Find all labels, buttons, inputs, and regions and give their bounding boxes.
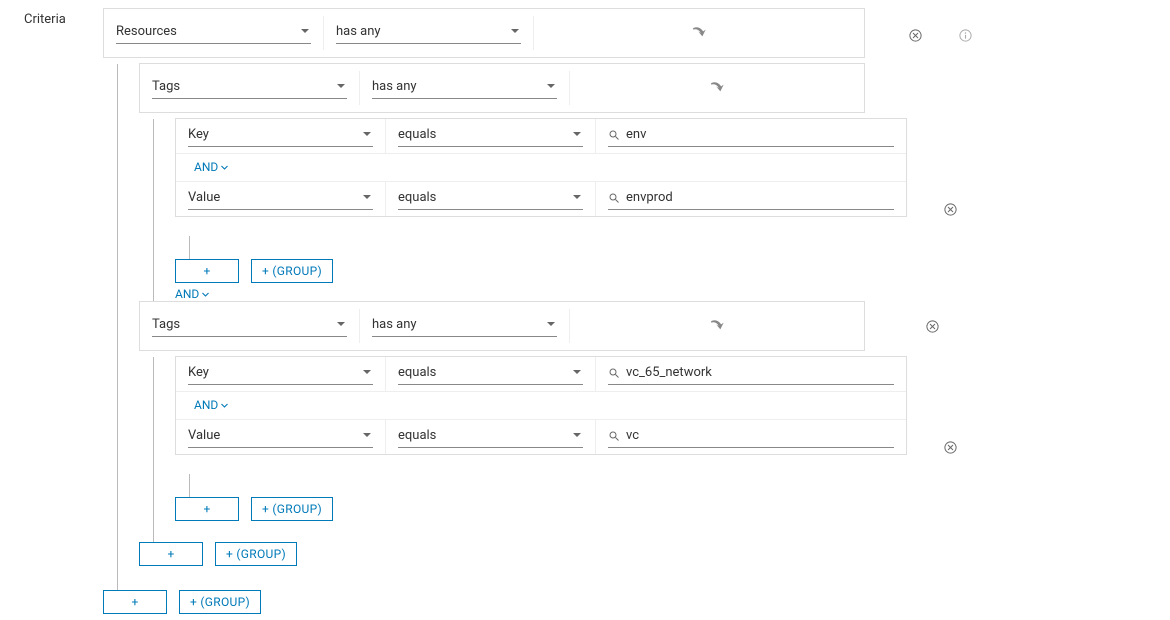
tags-op-select-2[interactable]: has any (372, 317, 557, 337)
chevron-down-icon (220, 401, 229, 410)
add-group-button-level1[interactable]: + (GROUP) (215, 542, 297, 566)
resources-op-select[interactable]: has any (336, 24, 521, 44)
g2-key-select[interactable]: Key (188, 365, 373, 385)
g1-value-op[interactable]: equals (398, 190, 583, 210)
tags-select-1[interactable]: Tags (152, 79, 347, 99)
add-rule-button-level1[interactable]: + (139, 542, 203, 566)
criteria-label: Criteria (24, 8, 79, 27)
g1-key-value-text: env (626, 127, 646, 142)
and-label: AND (194, 398, 218, 412)
g1-key-value[interactable]: env (608, 127, 894, 147)
delete-icon[interactable] (943, 440, 958, 455)
curve-arrow-icon (707, 316, 727, 336)
curve-arrow-icon (689, 23, 709, 43)
and-g1-inner[interactable]: AND (194, 160, 229, 174)
chevron-down-icon (220, 163, 229, 172)
add-group-button-root[interactable]: + (GROUP) (179, 590, 261, 614)
add-rule-button-root[interactable]: + (103, 590, 167, 614)
resources-select[interactable]: Resources (116, 24, 311, 44)
add-group-button-g1-inner[interactable]: + (GROUP) (251, 259, 333, 283)
search-icon (608, 367, 620, 379)
g2-value-value[interactable]: vc (608, 428, 894, 448)
group-1: Key equals env AND (175, 118, 907, 217)
add-group-button-g2-inner[interactable]: + (GROUP) (251, 497, 333, 521)
add-rule-button-g2-inner[interactable]: + (175, 497, 239, 521)
add-rule-button-g1-inner[interactable]: + (175, 259, 239, 283)
g2-value-op[interactable]: equals (398, 428, 583, 448)
delete-icon[interactable] (908, 28, 923, 43)
tree-line (153, 119, 154, 301)
tree-line (153, 357, 154, 542)
g2-key-op[interactable]: equals (398, 365, 583, 385)
row-resources: Resources has any (103, 8, 865, 58)
and-between-tags[interactable]: AND (175, 287, 210, 301)
g1-value-value-text: envprod (626, 190, 673, 205)
g2-value-value-text: vc (626, 428, 639, 443)
tags-op-select-1[interactable]: has any (372, 79, 557, 99)
group-2: Key equals vc_65_network AND (175, 356, 907, 455)
row-tags-2: Tags has any (139, 301, 865, 351)
delete-icon[interactable] (925, 319, 940, 334)
tree-line (189, 474, 190, 497)
g1-value-select[interactable]: Value (188, 190, 373, 210)
g1-value-value[interactable]: envprod (608, 190, 894, 210)
search-icon (608, 430, 620, 442)
info-icon[interactable] (958, 28, 973, 43)
and-g2-inner[interactable]: AND (194, 398, 229, 412)
delete-icon[interactable] (943, 202, 958, 217)
g2-value-select[interactable]: Value (188, 428, 373, 448)
g1-key-select[interactable]: Key (188, 127, 373, 147)
chevron-down-icon (201, 290, 210, 299)
tree-line (117, 64, 118, 590)
criteria-builder: Resources has any Tags has any (103, 8, 903, 27)
search-icon (608, 129, 620, 141)
row-tags-1: Tags has any (139, 63, 865, 113)
search-icon (608, 192, 620, 204)
g2-key-value-text: vc_65_network (626, 365, 712, 380)
tags-select-2[interactable]: Tags (152, 317, 347, 337)
and-label: AND (175, 287, 199, 301)
tree-line (189, 236, 190, 259)
g2-key-value[interactable]: vc_65_network (608, 365, 894, 385)
and-label: AND (194, 160, 218, 174)
curve-arrow-icon (707, 78, 727, 98)
g1-key-op[interactable]: equals (398, 127, 583, 147)
